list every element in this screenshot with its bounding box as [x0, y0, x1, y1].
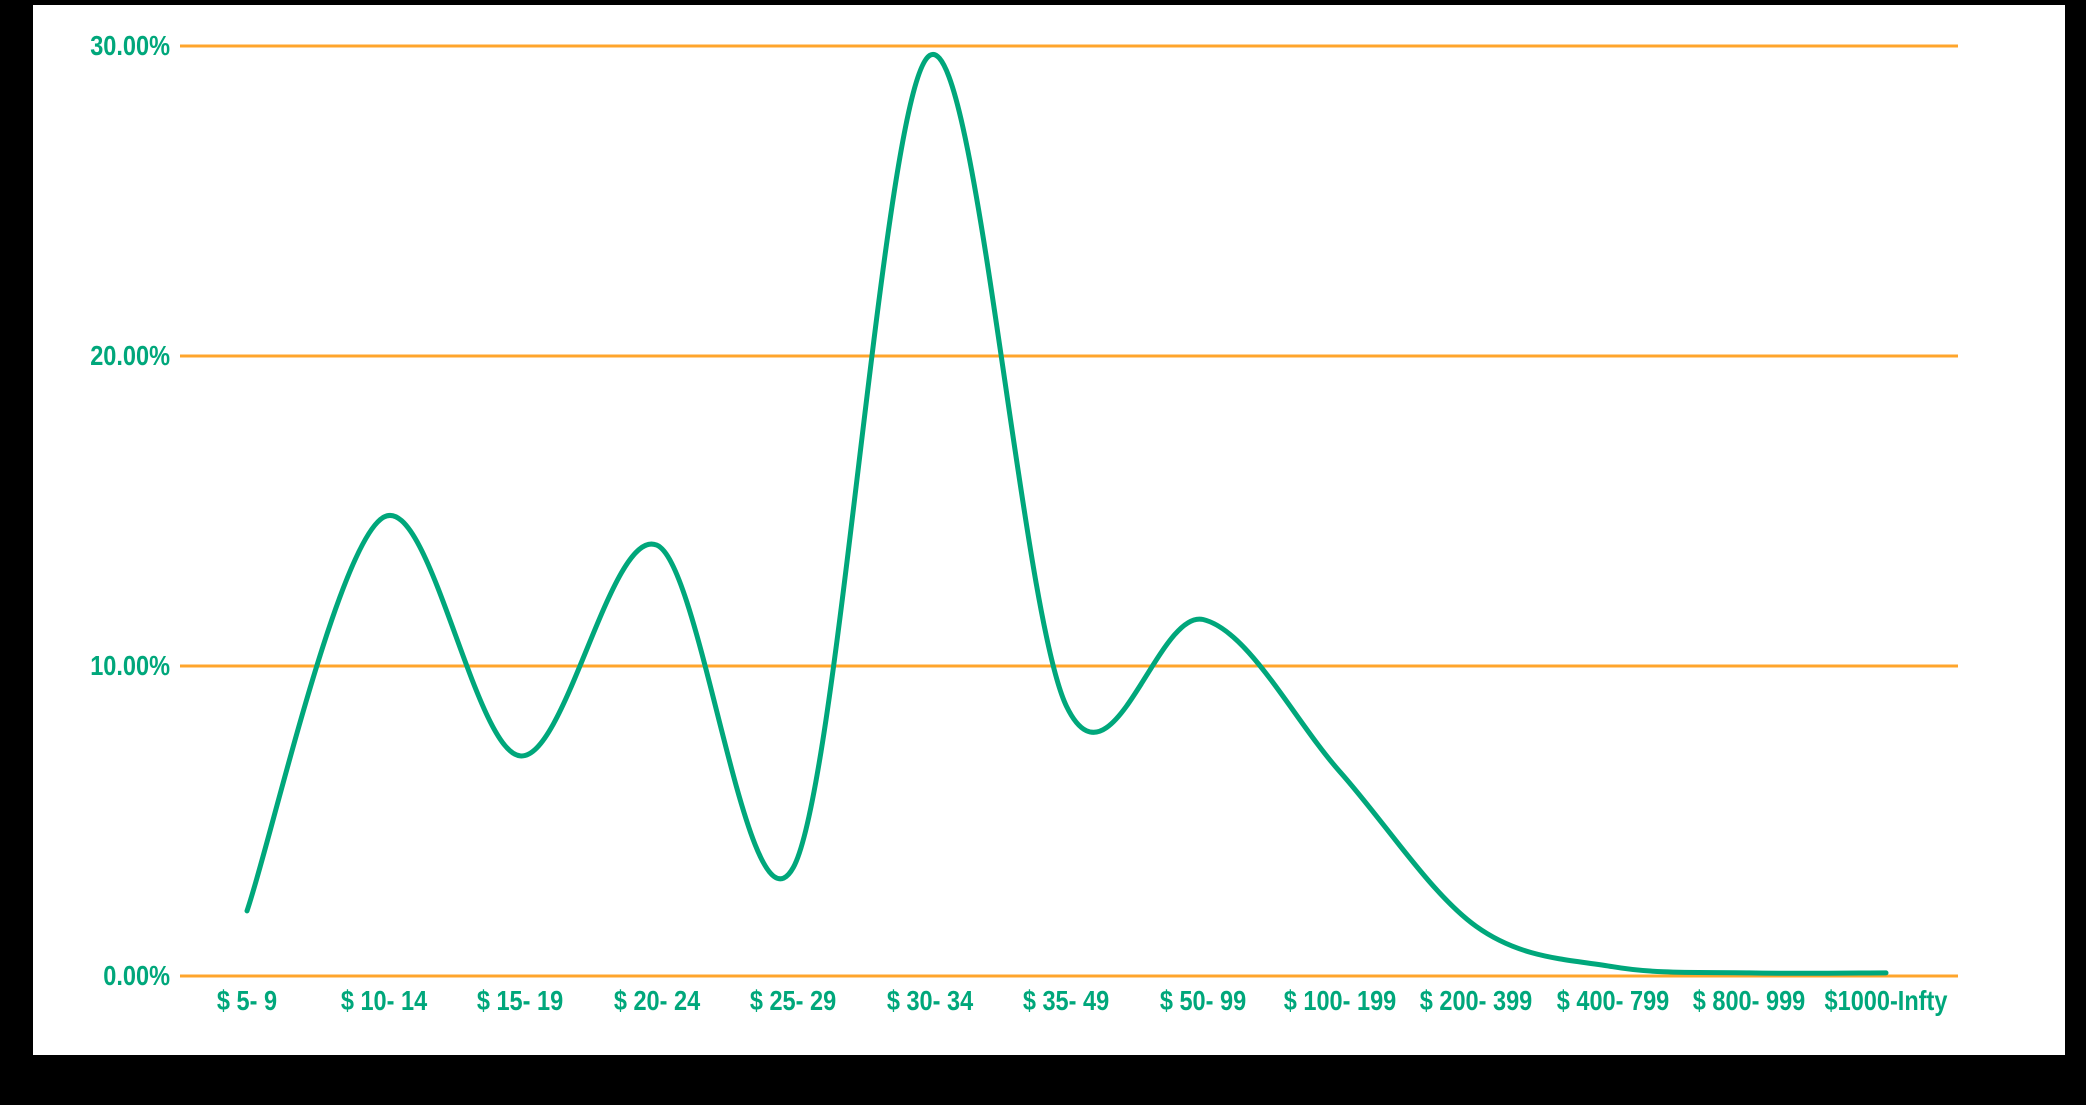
y-axis-tick-label: 0.00%	[103, 960, 170, 991]
x-axis-category-label: $ 15- 19	[477, 985, 564, 1016]
y-axis-tick-label: 10.00%	[90, 650, 170, 681]
x-axis-category-label: $ 20- 24	[613, 985, 700, 1016]
x-axis-category-label: $ 50- 99	[1159, 985, 1247, 1016]
y-axis-tick-label: 20.00%	[90, 340, 170, 371]
x-axis-category-label: $ 100- 199	[1283, 985, 1396, 1016]
y-axis-tick-label: 30.00%	[90, 30, 170, 61]
x-axis-category-label: $ 200- 399	[1419, 985, 1533, 1016]
x-axis-category-label: $ 5- 9	[216, 985, 278, 1016]
x-axis-category-label: $ 10- 14	[340, 985, 427, 1016]
x-axis-category-label: $1000-Infty	[1824, 985, 1948, 1016]
series-line	[244, 52, 1889, 976]
x-axis-category-label: $ 25- 29	[750, 985, 837, 1016]
x-axis-category-label: $ 35- 49	[1023, 985, 1110, 1016]
x-axis-category-label: $ 800- 999	[1693, 985, 1806, 1016]
x-axis-category-label: $ 30- 34	[886, 985, 974, 1016]
x-axis-category-label: $ 400- 799	[1556, 985, 1670, 1016]
